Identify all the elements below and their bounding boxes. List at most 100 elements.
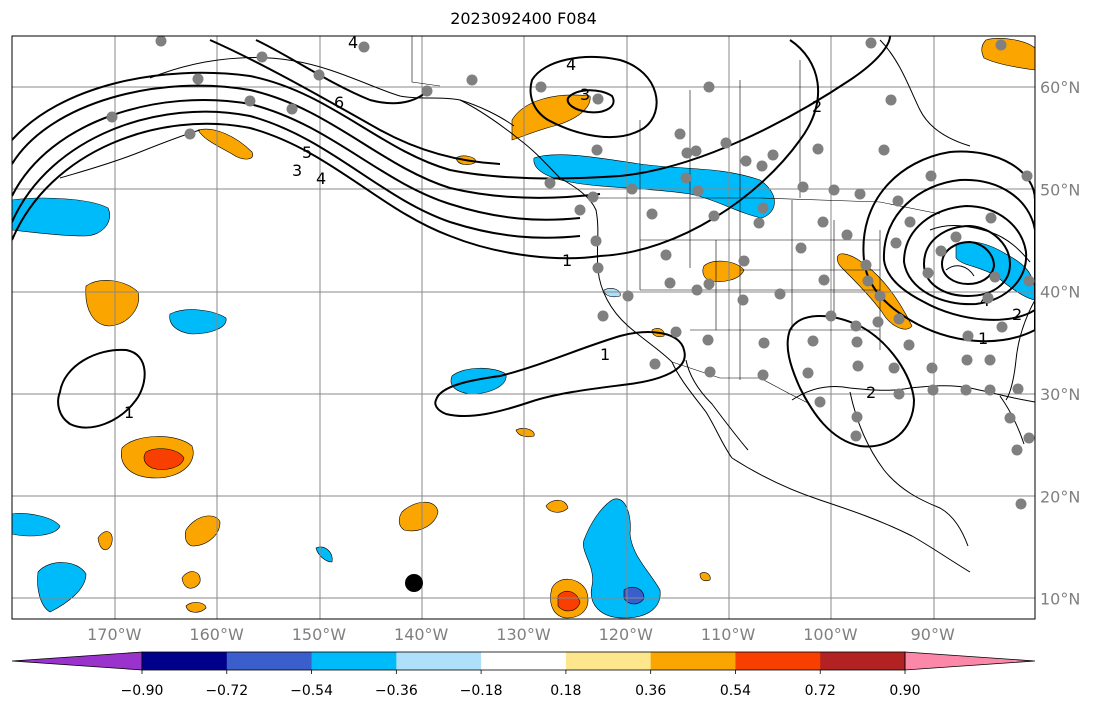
station-marker [587,191,599,203]
contour-label: 1 [978,329,988,348]
border-us-canada [596,197,941,215]
storm-center-marker [405,574,423,592]
station-marker [757,202,769,214]
contour-low-4 [922,224,1012,298]
station-marker [756,160,768,172]
station-marker [890,237,902,249]
colorbar-tick-label: −0.18 [460,683,503,699]
shade-blue-mid-pac [450,367,507,395]
coast-baja [671,361,733,459]
coast-aleutians [59,129,201,179]
station-marker [818,274,830,286]
colorbar-tick-label: 0.72 [805,683,836,699]
station-marker [155,36,167,47]
contour-loop-3-north [566,89,615,114]
colorbar-segment [650,652,736,670]
longitude-tick-label: 110°W [701,625,756,644]
station-marker [737,294,749,306]
contour-label: 2 [866,383,876,402]
shade-orange-small-4 [185,602,207,613]
colorbar [11,651,1036,671]
station-marker [1011,444,1023,456]
coast-east-us [1005,299,1035,401]
station-marker [358,41,370,53]
contour-label: 2 [812,97,822,116]
station-marker [703,81,715,93]
colorbar-segment [396,652,482,670]
station-marker [850,430,862,442]
station-marker [865,37,877,49]
station-marker [927,384,939,396]
station-marker [984,384,996,396]
colorbar-extend-high [904,651,1036,671]
station-marker [720,137,732,149]
contour-label: 2 [1012,305,1022,324]
station-marker [704,366,716,378]
latitude-tick-label: 60°N [1040,78,1080,97]
longitude-tick-label: 130°W [496,625,551,644]
longitude-tick-label: 120°W [599,625,654,644]
shade-blue-lower-left [12,513,61,537]
colorbar-tick-label: −0.54 [290,683,333,699]
station-marker [935,245,947,257]
coast-gulf-of-california [685,359,749,451]
shade-orange-small-2 [97,531,113,551]
shade-orange-gulf-alaska [197,128,254,160]
station-marker [825,310,837,322]
border-states-2 [640,239,880,331]
coast-alaska-panhandle [459,99,561,179]
colorbar-segment [820,652,906,670]
shade-blue-small-2 [603,288,621,298]
station-marker [244,95,256,107]
colorbar-tick-label: −0.72 [205,683,248,699]
station-marker [812,143,824,155]
contour-label: 4 [566,55,576,74]
station-marker [690,145,702,157]
station-marker [591,144,603,156]
colorbar-tick-label: 0.36 [635,683,666,699]
station-marker [466,74,478,86]
shade-red-hawaii-north [143,448,185,470]
contour-ridge-4 [12,84,601,199]
contour-loop-4-north [529,55,658,139]
border-alaska-canada [411,36,441,87]
coast-hudson-bay [879,39,971,147]
longitude-tick-label: 170°W [87,625,142,644]
coast-mexico-east [849,391,969,547]
contours [12,36,1035,448]
station-marker [622,290,634,302]
station-marker [925,170,937,182]
station-marker [590,235,602,247]
station-marker [926,362,938,374]
station-marker [904,216,916,228]
station-marker [950,231,962,243]
station-marker [1004,412,1016,424]
station-marker [878,144,890,156]
station-marker [708,210,720,222]
station-marker [814,396,826,408]
contour-label: 1 [600,345,610,364]
station-marker [574,204,586,216]
station-marker [996,321,1008,333]
station-marker [670,326,682,338]
station-marker [597,310,609,322]
contour-loop-1-west [57,348,146,429]
shade-orange-small-6 [545,499,569,513]
colorbar-tick-label: −0.90 [121,683,164,699]
colorbar-segment [226,652,313,670]
contour-ridge-1-east [619,36,891,177]
shade-blue-baja-plume [583,498,661,619]
station-marker [862,275,874,287]
station-marker [256,51,268,63]
contour-label: 1 [562,251,572,270]
contour-ridge-5 [12,71,621,180]
station-marker [995,39,1007,51]
station-marker [544,177,556,189]
longitude-tick-label: 100°W [803,625,858,644]
station-marker [893,313,905,325]
colorbar-segment [735,652,821,670]
contour-ridge-2 [12,110,581,239]
contour-label: 4 [316,169,326,188]
station-marker [535,81,547,93]
contour-label: 4 [348,33,358,52]
